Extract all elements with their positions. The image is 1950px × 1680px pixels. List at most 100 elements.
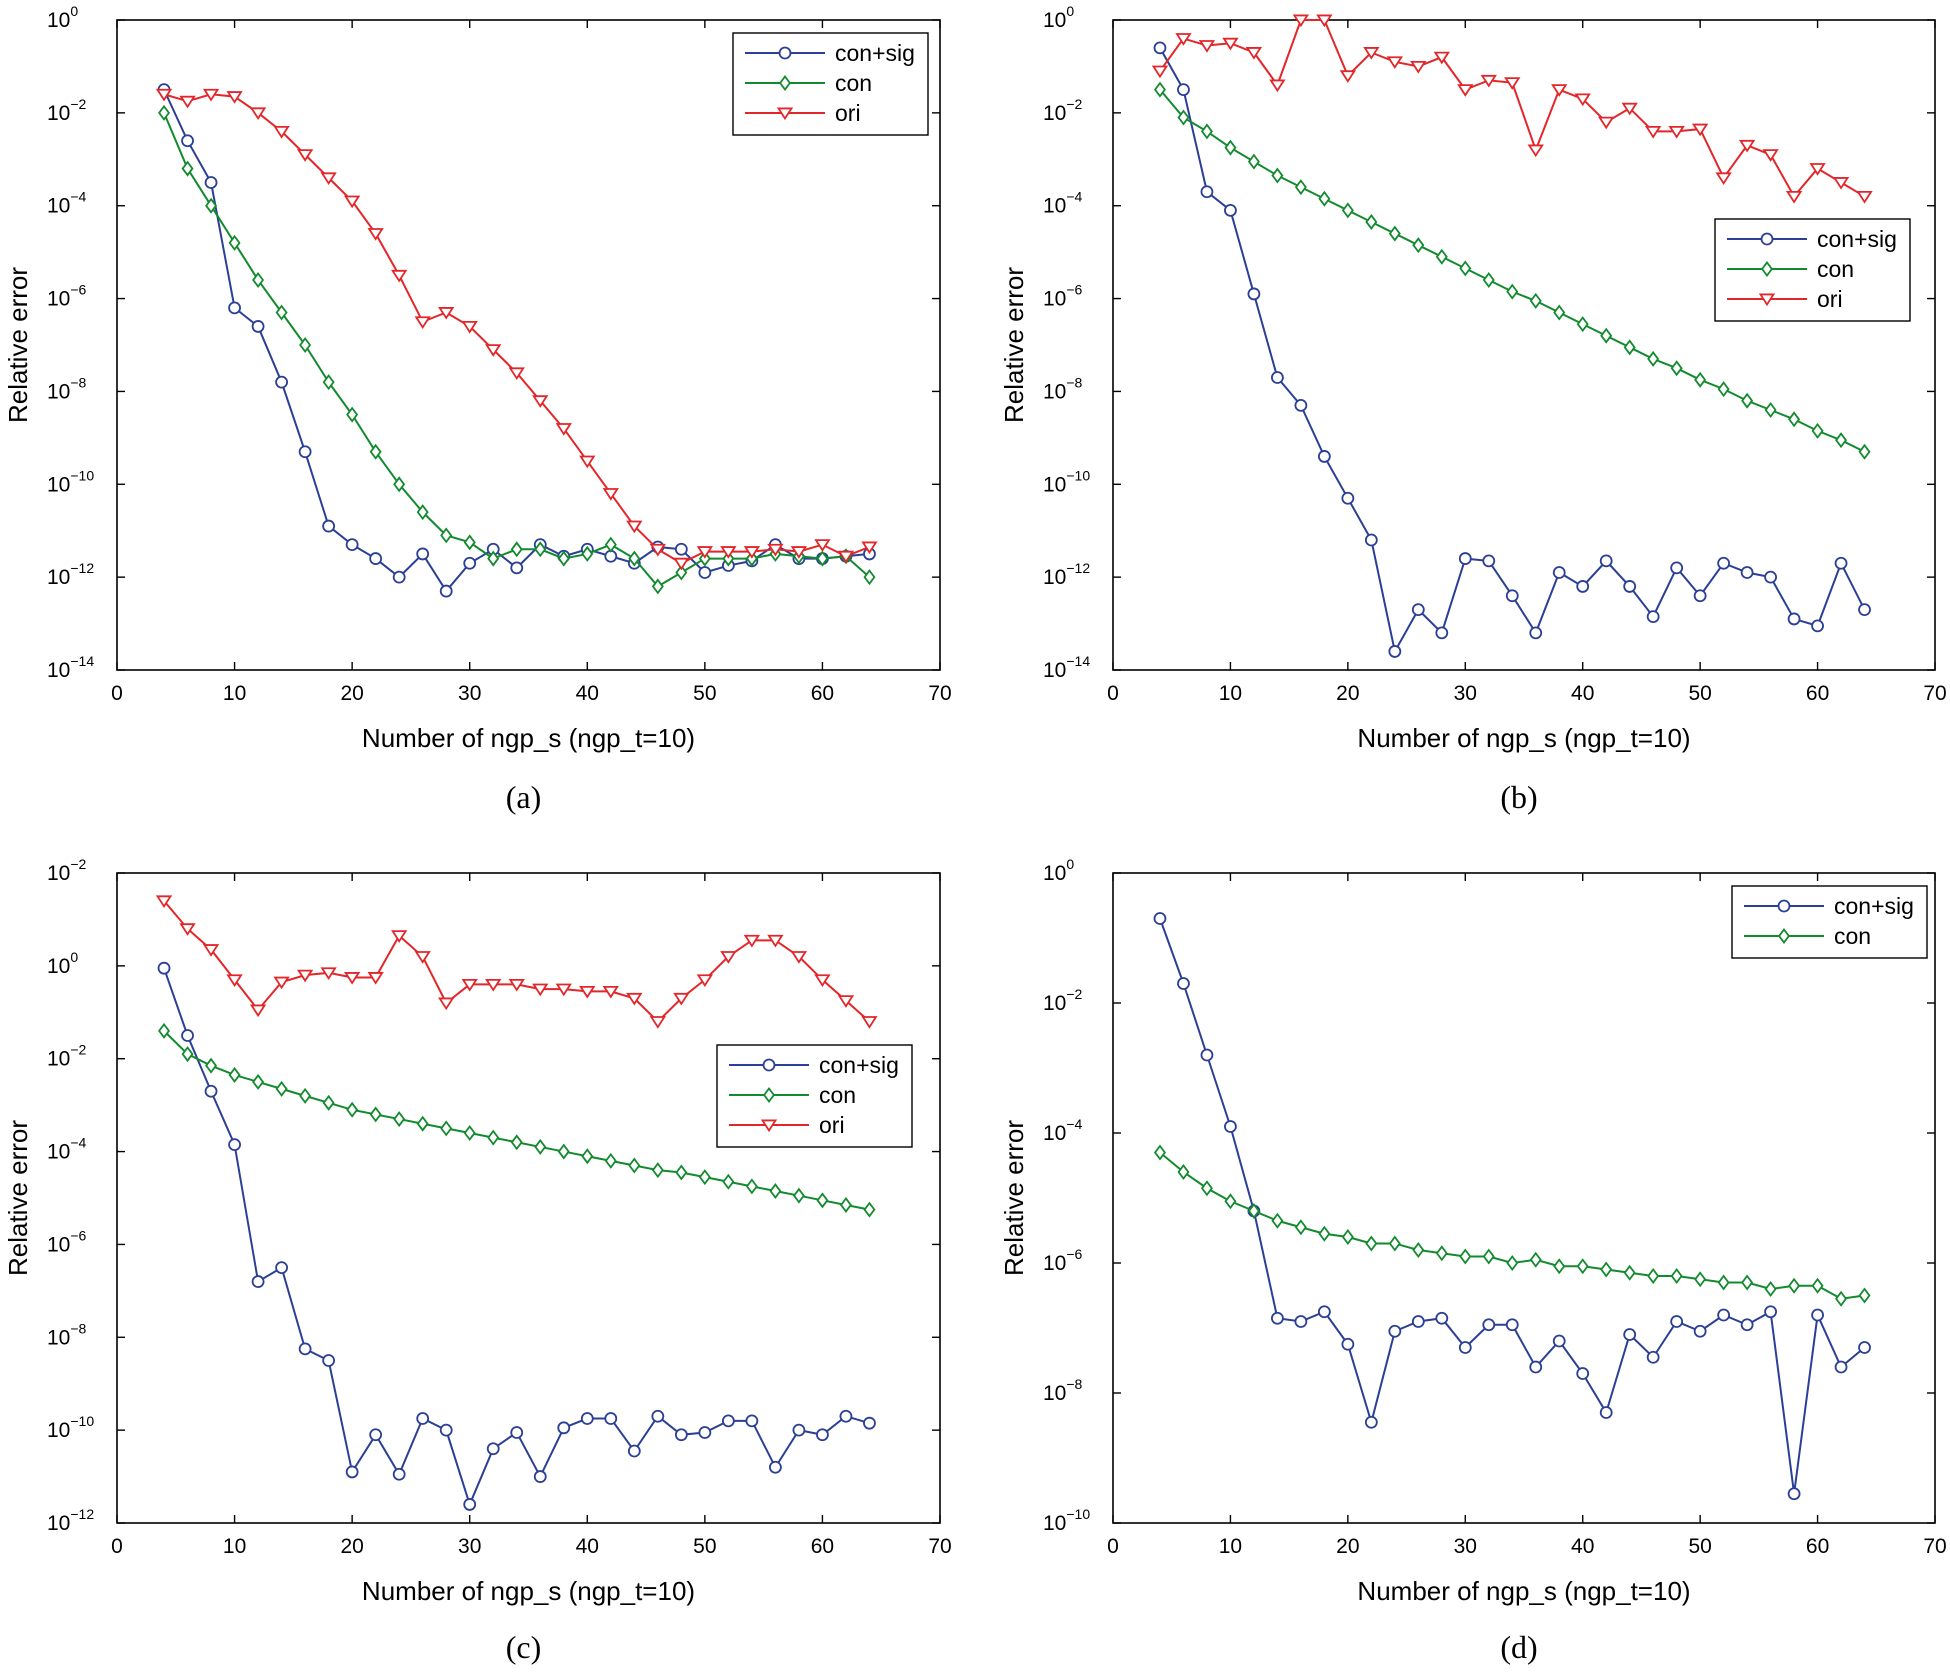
data-point-con-sig (1200, 1048, 1214, 1062)
panel-caption: (a) (506, 779, 542, 815)
plot-frame-a (116, 19, 941, 671)
data-point-ori (673, 992, 690, 1006)
y-tick-label: 10−4 (47, 189, 87, 218)
data-point-con (745, 1178, 758, 1195)
data-point-ori (461, 978, 478, 992)
panel-caption: (d) (1500, 1629, 1537, 1665)
series-line-ori (163, 93, 870, 565)
panel-a: 0 10 20 30 40 50 60 70 100 10−2 10−4 10−6 10−8 10−10 1… (3, 3, 952, 815)
data-point-ori (532, 395, 549, 408)
y-tick-label: 10−2 (47, 856, 87, 885)
data-point-ori (790, 951, 808, 964)
data-point-ori (579, 985, 596, 999)
legend-marker (778, 46, 792, 60)
data-point-con (1271, 1212, 1284, 1229)
data-point-con-sig (1200, 185, 1214, 199)
data-point-con (1835, 432, 1848, 449)
data-point-ori (320, 172, 337, 186)
data-point-con (416, 504, 429, 521)
data-point-con (1623, 1264, 1636, 1281)
data-point-con-sig (1599, 554, 1613, 568)
data-point-ori (602, 488, 619, 501)
data-point-ori (202, 944, 220, 957)
data-point-con (1506, 1255, 1519, 1271)
data-point-ori (273, 976, 290, 990)
data-point-con (1576, 1258, 1589, 1275)
y-tick-label: 10−14 (47, 653, 94, 682)
y-tick-label: 10−8 (1043, 374, 1083, 403)
data-point-con-sig (1388, 1324, 1402, 1338)
data-point-ori (485, 344, 502, 357)
legend-marker (1758, 293, 1776, 307)
data-point-con (1717, 1274, 1730, 1291)
data-point-con-sig (1341, 491, 1355, 505)
data-point-con-sig (1482, 554, 1496, 568)
data-point-con-sig (1317, 450, 1331, 463)
data-point-con (698, 1169, 711, 1186)
data-point-con (1153, 1144, 1166, 1161)
x-tick-label: 50 (1688, 1535, 1711, 1558)
y-tick-label: 10−6 (1043, 282, 1083, 311)
y-tick-exponent: −2 (1066, 986, 1082, 1002)
data-point-con-sig (533, 1470, 547, 1483)
y-tick-exponent: 0 (1066, 3, 1074, 19)
plot-frame-b (1112, 19, 1936, 671)
y-tick-label: 10−10 (1043, 467, 1090, 496)
data-point-ori (1292, 14, 1310, 28)
data-point-ori (1222, 37, 1239, 51)
data-point-ori (226, 91, 243, 104)
y-tick-exponent: −12 (1066, 560, 1090, 576)
data-point-con (581, 1148, 594, 1165)
data-point-ori (1504, 77, 1521, 90)
data-point-con-sig (1458, 1341, 1472, 1354)
y-tick-exponent: −10 (70, 467, 94, 483)
x-tick-label: 0 (1107, 1535, 1119, 1558)
data-point-con-sig (463, 1498, 477, 1511)
data-point-con (463, 534, 476, 551)
data-point-ori (673, 557, 690, 571)
data-point-con-sig (1670, 561, 1684, 575)
x-tick-label: 30 (1454, 1535, 1477, 1558)
data-point-ori (1151, 65, 1169, 79)
data-point-con (1600, 1261, 1613, 1278)
data-point-con (1247, 1203, 1260, 1219)
data-point-con (322, 1094, 335, 1111)
data-point-ori (861, 1016, 878, 1029)
data-point-con-sig (1505, 1318, 1519, 1332)
data-point-ori (743, 546, 761, 559)
data-point-ori (696, 974, 714, 987)
data-point-con (252, 272, 265, 288)
y-tick-label: 100 (47, 949, 78, 978)
data-point-con-sig (863, 1416, 876, 1430)
data-point-con-sig (792, 1423, 806, 1437)
legend-box (1731, 885, 1928, 959)
data-point-con-sig (1529, 626, 1543, 640)
data-point-con-sig (1787, 1487, 1801, 1501)
data-point-con (1694, 371, 1707, 388)
data-point-ori (1691, 123, 1709, 137)
y-tick-label: 100 (1043, 3, 1074, 32)
data-point-con-sig (181, 134, 194, 148)
data-point-con (1271, 167, 1284, 184)
data-point-ori (579, 455, 596, 469)
x-tick-label: 0 (111, 682, 123, 705)
y-tick-label: 10−6 (47, 1227, 87, 1256)
data-point-con (839, 1196, 852, 1213)
data-point-con (1224, 1193, 1237, 1210)
data-point-con (1482, 1248, 1495, 1265)
legend-marker (1761, 261, 1773, 277)
y-tick-label: 10−12 (47, 1506, 94, 1535)
data-point-con (346, 406, 359, 423)
data-point-ori (1598, 116, 1615, 130)
data-point-con (1764, 402, 1777, 418)
legend-label: con+sig (819, 1052, 899, 1078)
data-point-con-sig (1599, 1406, 1613, 1419)
data-point-con (205, 197, 218, 214)
data-point-con-sig (1717, 556, 1731, 570)
data-point-con-sig (627, 1444, 641, 1458)
data-point-con (463, 1125, 476, 1141)
data-point-con (1553, 1258, 1566, 1275)
data-point-con-sig (486, 1442, 500, 1456)
x-tick-label: 70 (928, 1535, 951, 1558)
